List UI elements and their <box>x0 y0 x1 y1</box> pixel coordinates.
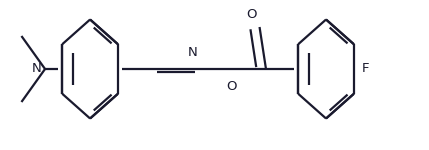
Text: O: O <box>247 8 257 21</box>
Text: F: F <box>362 63 369 75</box>
Text: N: N <box>32 63 42 75</box>
Text: O: O <box>227 80 237 93</box>
Text: N: N <box>188 46 198 59</box>
